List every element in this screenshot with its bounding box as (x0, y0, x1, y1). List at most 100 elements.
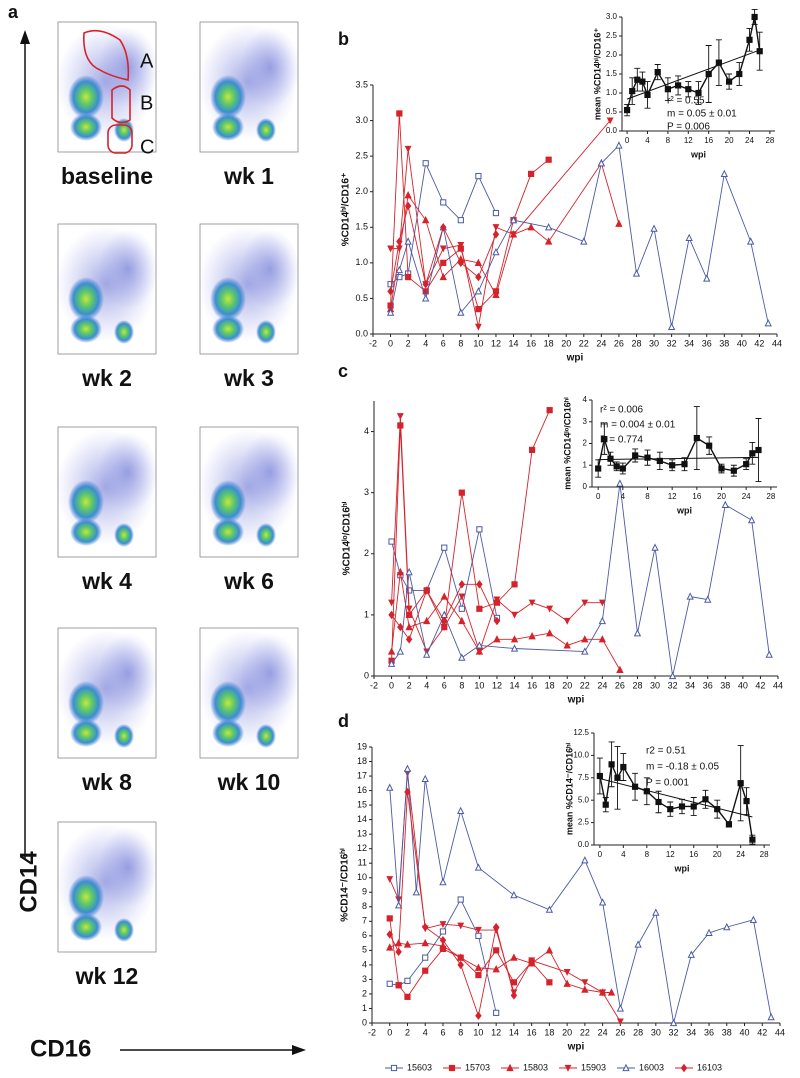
plot-label: wk 3 (223, 365, 274, 391)
y-tick-label: 1.0 (606, 88, 618, 97)
marker (655, 798, 662, 806)
marker (474, 258, 483, 266)
marker (439, 877, 447, 886)
marker (632, 269, 641, 277)
marker (510, 890, 518, 899)
y-tick-label: 2.0 (355, 186, 368, 196)
marker (702, 796, 709, 803)
marker (387, 245, 394, 253)
marker (387, 281, 394, 288)
x-axis-label: wpi (676, 505, 692, 515)
y-tick-label: 7 (362, 916, 367, 926)
x-tick-label: 4 (423, 1027, 428, 1037)
x-tick-label: 30 (649, 338, 659, 348)
y-tick-label: 5 (362, 945, 367, 955)
gate (83, 29, 130, 81)
marker (440, 592, 448, 600)
marker (678, 803, 686, 810)
y-axis-label: mean %CD14ˡᵒ/CD16ʰⁱ (561, 397, 572, 490)
marker (405, 635, 413, 644)
y-axis-label: mean %CD14⁻/CD16ʰⁱ (563, 743, 574, 836)
x-tick-label: 18 (545, 680, 555, 690)
marker (395, 947, 402, 957)
annotation: m = 0.004 ± 0.01 (600, 420, 676, 431)
marker (387, 659, 396, 667)
x-tick-label: 28 (765, 136, 774, 145)
x-tick-label: 12 (491, 338, 501, 348)
y-tick-label: 14 (357, 814, 367, 824)
x-tick-label: 22 (579, 338, 589, 348)
x-tick-label: 34 (684, 338, 694, 348)
marker (652, 908, 660, 916)
blob (68, 681, 104, 725)
marker (695, 89, 702, 97)
marker (581, 647, 589, 655)
legend-label: 16003 (639, 1062, 664, 1072)
marker (651, 543, 659, 551)
x-tick-label: 0 (389, 680, 394, 690)
y-tick-label: 0 (364, 670, 369, 680)
x-tick-label: 20 (717, 492, 726, 501)
marker (528, 446, 536, 453)
x-tick-label: 8 (645, 850, 650, 859)
marker (404, 993, 411, 1000)
blob (212, 315, 244, 343)
marker (644, 91, 651, 99)
x-tick-label: 0 (598, 850, 603, 859)
marker (492, 224, 500, 232)
x-tick-label: 6 (442, 680, 447, 690)
marker (506, 1063, 514, 1072)
marker (387, 647, 396, 655)
marker (388, 538, 395, 545)
x-tick-label: 44 (772, 338, 782, 348)
marker (580, 237, 588, 245)
blob (210, 277, 246, 321)
marker (403, 764, 412, 772)
marker (405, 567, 413, 576)
x-tick-label: 0 (387, 1027, 392, 1037)
flow-plot (56, 426, 158, 558)
x-tick-label: 40 (738, 680, 748, 690)
y-axis-label: %CD14ʰⁱ/CD16⁺ (340, 173, 352, 247)
x-tick-label: 8 (459, 680, 464, 690)
x-tick-label: 44 (773, 680, 783, 690)
y-tick-label: 3.5 (355, 79, 368, 89)
x-tick-label: 2 (407, 680, 412, 690)
y-axis-label: CD14 (15, 851, 42, 913)
marker (458, 653, 466, 661)
y-tick-label: 3.0 (355, 115, 368, 125)
marker (422, 967, 429, 974)
marker (747, 515, 756, 524)
flow-plot (198, 426, 300, 558)
blob (114, 724, 134, 748)
haze (240, 27, 300, 107)
marker (749, 836, 756, 843)
marker (746, 36, 753, 43)
marker (509, 215, 518, 224)
marker (598, 616, 607, 625)
plot-label: wk 12 (75, 963, 139, 989)
marker (405, 273, 412, 281)
marker (475, 932, 482, 939)
mean-line (599, 761, 754, 840)
y-tick-label: 0.0 (606, 126, 618, 135)
marker (650, 224, 658, 232)
x-tick-label: 28 (766, 492, 775, 501)
marker (458, 605, 465, 612)
gate-label: A (140, 50, 154, 72)
flow-plot (198, 627, 300, 759)
flow-plot (198, 223, 300, 355)
x-tick-label: 24 (597, 680, 607, 690)
blob (256, 118, 276, 142)
marker (755, 446, 762, 454)
blob (114, 523, 134, 547)
marker (439, 272, 447, 281)
marker (396, 567, 405, 576)
marker (439, 928, 447, 935)
marker (736, 70, 743, 78)
series-line (391, 416, 603, 653)
marker (681, 461, 688, 468)
marker (616, 479, 624, 487)
marker (654, 69, 661, 76)
